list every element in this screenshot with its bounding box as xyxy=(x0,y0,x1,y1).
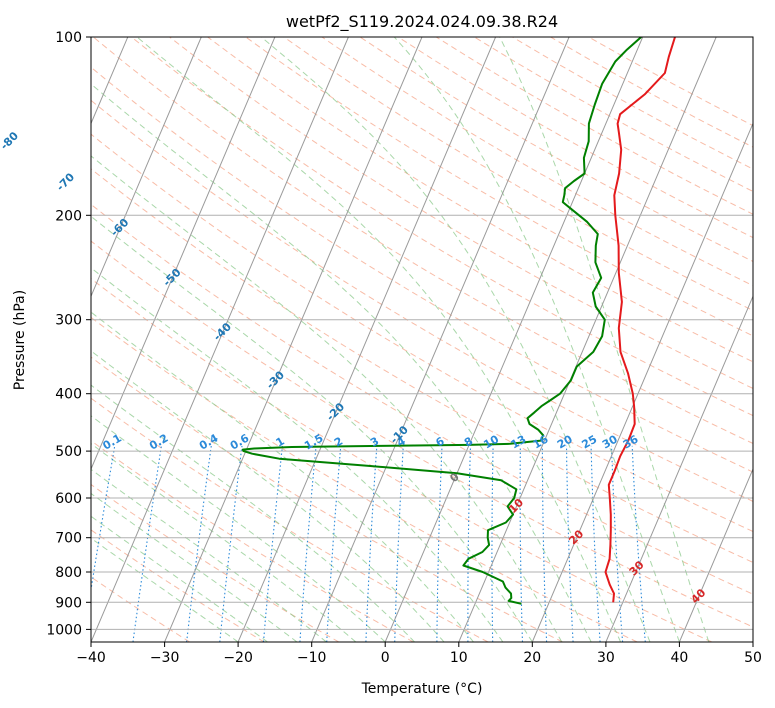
dry-adiabat xyxy=(91,356,563,642)
x-tick-label: −20 xyxy=(223,650,253,666)
mixing-ratio-line xyxy=(519,445,524,642)
mixing-ratio-line xyxy=(262,445,283,642)
y-tick-label: 700 xyxy=(55,531,82,547)
y-tick-label: 600 xyxy=(55,491,82,507)
x-tick-label: 20 xyxy=(523,650,541,666)
x-tick-label: −30 xyxy=(150,650,180,666)
axes: −40 −30 −20 −10 0 10 20 30 40 50 100 200 300 400 500 60… xyxy=(46,30,762,666)
isotherm xyxy=(605,294,753,642)
x-tick-label: −40 xyxy=(76,650,106,666)
dry-adiabat xyxy=(91,203,753,595)
y-tick-label: 900 xyxy=(55,595,82,611)
dewpoint-profile xyxy=(241,37,642,605)
moist-adiabat xyxy=(136,37,622,642)
isotherm xyxy=(531,122,753,642)
y-tick-label: 500 xyxy=(55,444,82,460)
dry-adiabat xyxy=(91,316,638,642)
mixing-ratio-line xyxy=(491,445,494,642)
isotherm xyxy=(237,37,497,642)
y-tick-label: 800 xyxy=(55,565,82,581)
moist-adiabat xyxy=(91,350,445,642)
moist-adiabat xyxy=(91,83,592,642)
x-tick-label: 50 xyxy=(744,650,762,666)
x-tick-label: −10 xyxy=(297,650,327,666)
moist-adiabat xyxy=(91,415,386,642)
profile-lines xyxy=(241,37,676,605)
x-tick-label: 40 xyxy=(670,650,688,666)
x-tick-label: 0 xyxy=(381,650,390,666)
mixing-ratio-line xyxy=(467,445,472,642)
mixing-ratio-line xyxy=(365,445,378,642)
isotherm xyxy=(91,37,276,471)
mixing-ratio-line xyxy=(610,445,624,642)
isotherm xyxy=(311,37,570,642)
x-tick-label: 10 xyxy=(450,650,468,666)
x-tick-label: 30 xyxy=(597,650,615,666)
isotherm xyxy=(458,37,717,642)
y-axis-label: Pressure (hPa) xyxy=(12,290,28,390)
mixing-ratio-line xyxy=(436,445,443,642)
dry-adiabat xyxy=(169,37,753,389)
y-tick-label: 200 xyxy=(55,208,82,224)
mixing-ratio-line xyxy=(186,445,212,642)
x-axis-label: Temperature (°C) xyxy=(361,681,483,697)
isotherm xyxy=(164,37,423,642)
dry-adiabat xyxy=(91,240,753,628)
mixing-ratio-line xyxy=(132,445,162,642)
moist-adiabat xyxy=(91,155,563,642)
mixing-ratio-line xyxy=(326,445,342,642)
moist-adiabat xyxy=(91,311,474,642)
moist-adiabat xyxy=(91,468,327,642)
mixing-ratio-line xyxy=(590,445,601,642)
dry-adiabat xyxy=(91,278,713,642)
dry-adiabat xyxy=(91,483,340,642)
moist-adiabat xyxy=(91,515,268,642)
dry-adiabat xyxy=(131,37,753,417)
moist-adiabat xyxy=(260,37,651,642)
isotherm xyxy=(91,37,202,298)
mixing-ratio-line xyxy=(631,445,646,642)
isotherm xyxy=(91,37,349,642)
dry-adiabat xyxy=(91,529,265,642)
y-tick-label: 400 xyxy=(55,387,82,403)
moist-adiabat xyxy=(499,37,710,642)
moist-adiabat xyxy=(91,492,298,642)
plot-frame xyxy=(90,36,754,643)
isotherm xyxy=(678,467,753,642)
mixing-ratio-line xyxy=(541,445,548,642)
temperature-profile xyxy=(604,37,676,603)
y-tick-label: 1000 xyxy=(46,622,82,638)
moist-adiabat xyxy=(91,267,504,642)
y-tick-label: 100 xyxy=(55,30,82,46)
mixing-ratio-line xyxy=(219,445,243,642)
moist-adiabat xyxy=(393,37,680,642)
chart-title: wetPf2_S119.2024.024.09.38.R24 xyxy=(286,12,558,32)
dry-adiabat xyxy=(321,37,753,287)
mixing-ratio-line xyxy=(91,445,116,594)
dry-adiabat xyxy=(283,37,753,312)
dry-adiabat xyxy=(91,99,753,502)
background-lines xyxy=(91,37,753,642)
isotherm xyxy=(384,37,644,642)
mixing-ratio-line xyxy=(565,445,574,642)
y-tick-label: 300 xyxy=(55,313,82,329)
moist-adiabat xyxy=(91,215,533,642)
moist-adiabat xyxy=(91,537,239,642)
mixing-ratio-line xyxy=(299,445,317,642)
dry-adiabat xyxy=(91,133,753,533)
